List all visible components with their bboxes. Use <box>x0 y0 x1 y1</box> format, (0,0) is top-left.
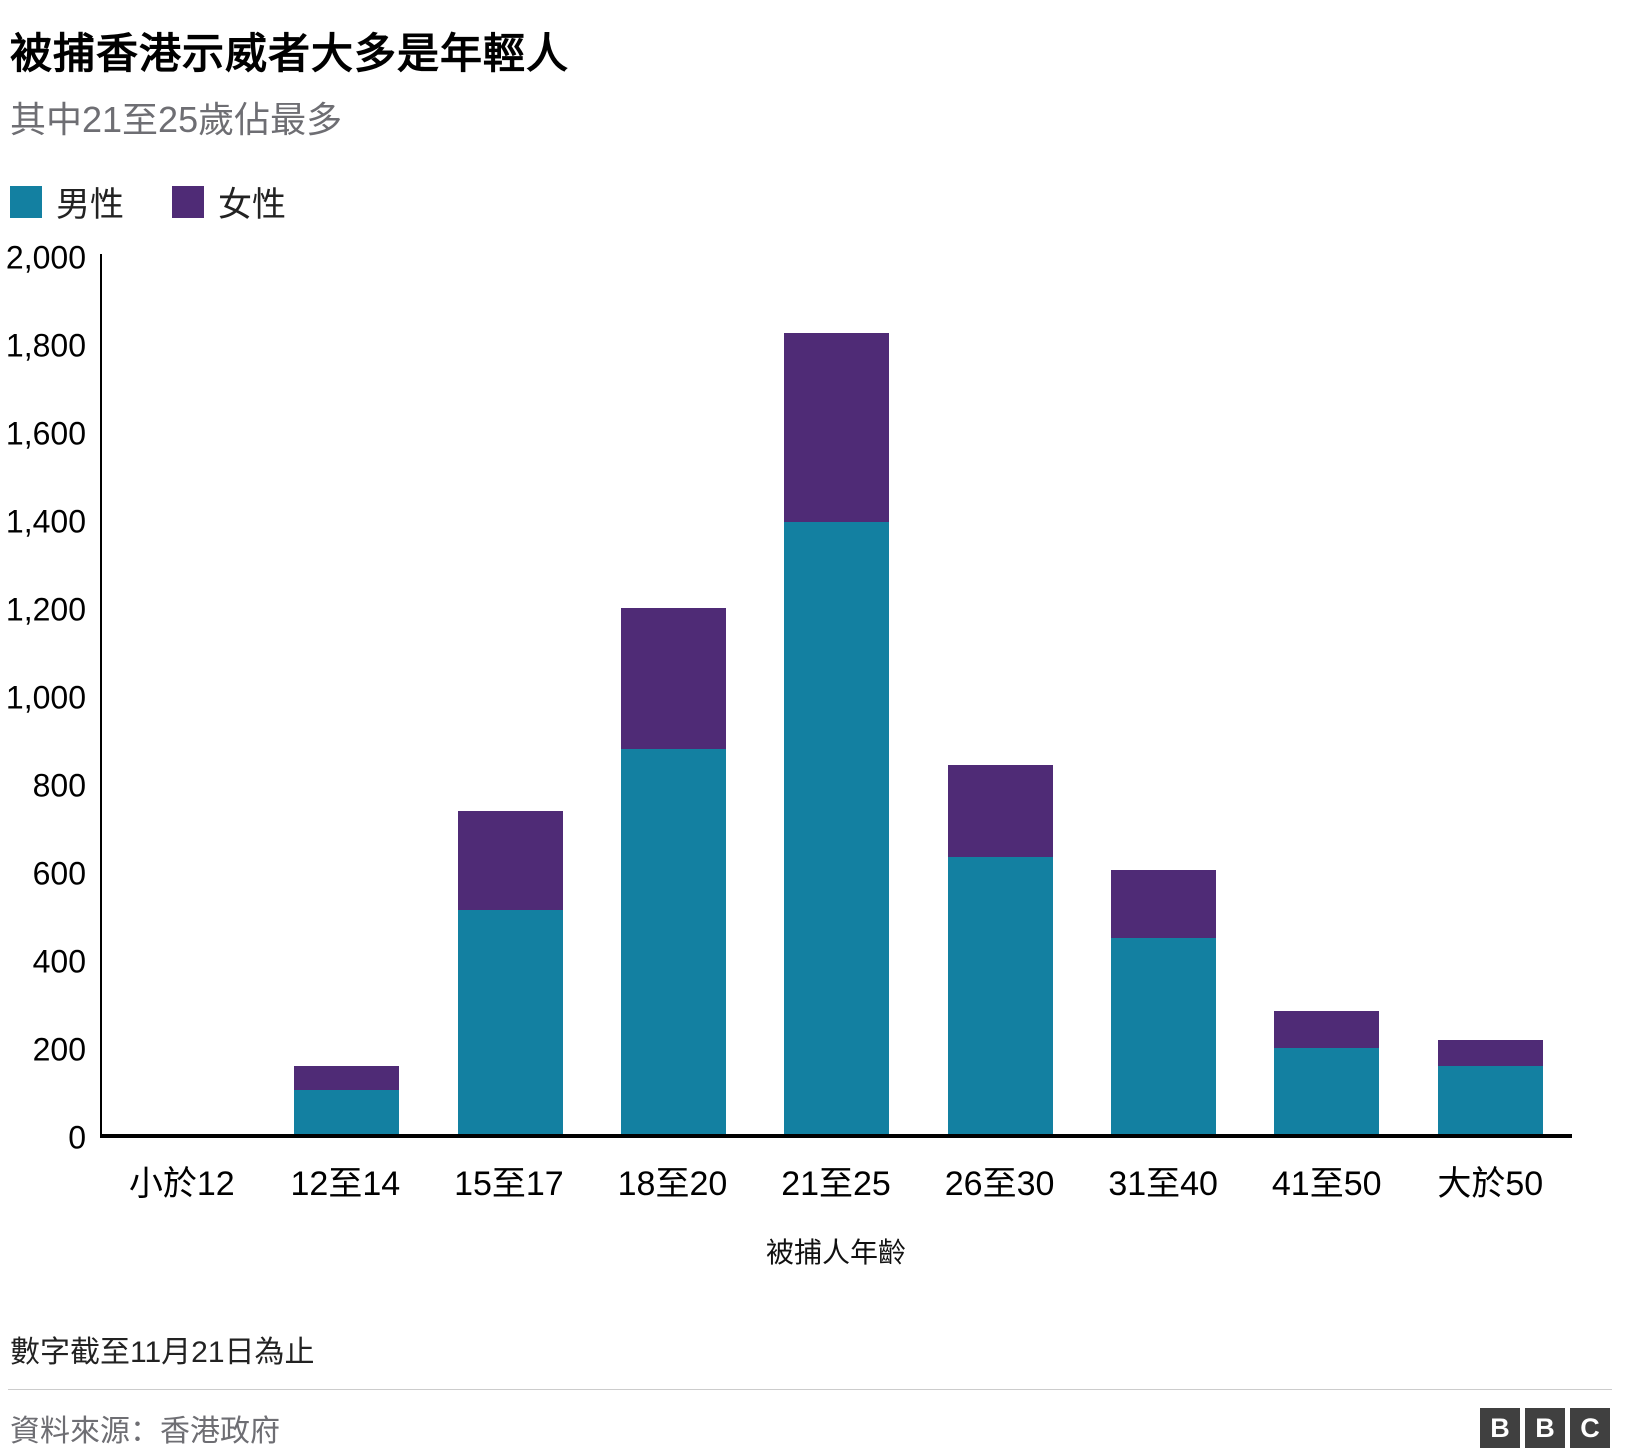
x-axis-labels: 小於12 12至14 15至17 18至20 21至25 26至30 31至40 41至50 大… <box>100 1156 1572 1205</box>
y-tick-label: 1,600 <box>5 415 86 452</box>
y-tick-label: 400 <box>32 943 86 980</box>
x-axis-title: 被捕人年齡 <box>765 1237 906 1268</box>
bar-column <box>429 254 592 1134</box>
legend-label: 女性 <box>218 186 286 224</box>
bar-segment-male <box>784 522 890 1134</box>
bar-column <box>1245 254 1408 1134</box>
legend-swatch <box>10 185 42 218</box>
stacked-bar <box>947 765 1053 1134</box>
x-tick-label: 41至50 <box>1271 1165 1382 1203</box>
x-tick-label: 18至20 <box>617 1165 728 1203</box>
x-tick-label: 大於50 <box>1437 1165 1544 1203</box>
bar-segment-female <box>1437 1040 1543 1066</box>
bar-segment-male <box>1274 1048 1380 1134</box>
legend-item: 男性 <box>10 177 124 226</box>
bbc-logo-letter: C <box>1570 1408 1610 1448</box>
plot-area <box>100 254 1572 1138</box>
stacked-bar <box>784 333 890 1134</box>
stacked-bar <box>621 608 727 1134</box>
bar-column <box>919 254 1082 1134</box>
bar-column <box>265 254 428 1134</box>
stacked-bar <box>294 1066 400 1134</box>
x-tick-label: 21至25 <box>781 1165 891 1203</box>
x-tick-label: 31至40 <box>1108 1165 1218 1203</box>
bar-segment-female <box>294 1066 400 1090</box>
chart-subtitle: 其中21至25歲佔最多 <box>10 99 343 140</box>
footer-divider <box>8 1389 1612 1390</box>
bar-segment-female <box>621 608 727 749</box>
y-tick-label: 0 <box>68 1119 86 1156</box>
y-tick-label: 1,200 <box>5 591 86 628</box>
source-text: 資料來源：香港政府 <box>10 1415 280 1448</box>
y-tick-label: 1,000 <box>5 679 86 716</box>
y-tick-label: 2,000 <box>5 239 86 276</box>
y-tick-label: 1,400 <box>5 503 86 540</box>
bar-segment-female <box>1111 870 1217 938</box>
x-tick-label: 12至14 <box>290 1165 401 1203</box>
stacked-bar <box>1111 870 1217 1134</box>
bar-column <box>755 254 918 1134</box>
legend-label: 男性 <box>56 186 124 224</box>
stacked-bar-chart: 0 200 400 600 800 1,000 1,200 1,400 1,600 1,800 2,… <box>5 240 1612 1271</box>
bar-segment-female <box>784 333 890 522</box>
plot-wrap: 小於12 12至14 15至17 18至20 21至25 26至30 31至40 41至50 大… <box>100 254 1572 1271</box>
legend-swatch <box>172 185 204 218</box>
bar-segment-male <box>621 749 727 1134</box>
bar-segment-female <box>947 765 1053 857</box>
bbc-logo-letter: B <box>1480 1408 1520 1448</box>
stacked-bar <box>1274 1011 1380 1134</box>
legend-item: 女性 <box>172 177 286 226</box>
bar-segment-female <box>1274 1011 1380 1048</box>
bar-segment-male <box>294 1090 400 1134</box>
bar-column <box>592 254 755 1134</box>
y-tick-label: 600 <box>32 855 86 892</box>
bar-segment-male <box>1437 1066 1543 1134</box>
y-tick-label: 800 <box>32 767 86 804</box>
bar-column <box>1409 254 1572 1134</box>
bar-segment-male <box>947 857 1053 1134</box>
bar-column <box>102 254 265 1134</box>
x-tick-label: 小於12 <box>128 1165 235 1203</box>
x-tick-label: 26至30 <box>944 1165 1055 1203</box>
y-axis: 0 200 400 600 800 1,000 1,200 1,400 1,600 1,800 2,… <box>5 240 100 1156</box>
bar-segment-female <box>457 811 563 910</box>
stacked-bar <box>1437 1040 1543 1134</box>
footnote: 數字截至11月21日為止 <box>10 1336 315 1369</box>
bar-segment-male <box>457 910 563 1134</box>
bbc-logo-letter: B <box>1525 1408 1565 1448</box>
bar-segment-male <box>1111 938 1217 1134</box>
chart-title: 被捕香港示威者大多是年輕人 <box>10 30 570 77</box>
y-tick-label: 200 <box>32 1031 86 1068</box>
x-tick-label: 15至17 <box>454 1165 564 1203</box>
bar-column <box>1082 254 1245 1134</box>
y-tick-label: 1,800 <box>5 327 86 364</box>
legend: 男性 女性 <box>10 177 1612 226</box>
stacked-bar <box>457 811 563 1134</box>
